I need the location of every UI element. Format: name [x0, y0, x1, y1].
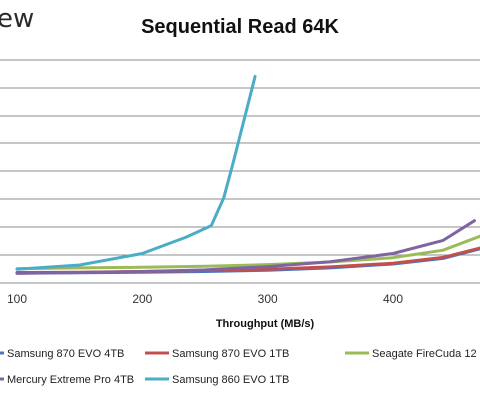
chart-title: Sequential Read 64K: [141, 16, 339, 38]
legend-label: Samsung 870 EVO 4TB: [7, 348, 124, 360]
legend-label: Samsung 870 EVO 1TB: [172, 348, 289, 360]
grid-lines: [0, 59, 480, 284]
x-tick-label: 200: [132, 292, 152, 306]
x-axis: 100 200 300 400: [7, 292, 403, 306]
legend-label: Seagate FireCuda 12: [372, 348, 477, 360]
logo-watermark: ew: [0, 4, 35, 34]
series-line: [15, 219, 476, 275]
x-tick-label: 400: [383, 292, 403, 306]
series-lines: [15, 74, 480, 275]
x-tick-label: 100: [7, 292, 27, 306]
x-axis-label: Throughput (MB/s): [216, 318, 315, 330]
legend: Samsung 870 EVO 4TB Samsung 870 EVO 1TB Se…: [0, 348, 477, 386]
x-tick-label: 300: [258, 292, 278, 306]
legend-label: Mercury Extreme Pro 4TB: [7, 374, 134, 386]
legend-label: Samsung 860 EVO 1TB: [172, 374, 289, 386]
series-line: [15, 234, 480, 271]
series-line: [15, 74, 257, 271]
